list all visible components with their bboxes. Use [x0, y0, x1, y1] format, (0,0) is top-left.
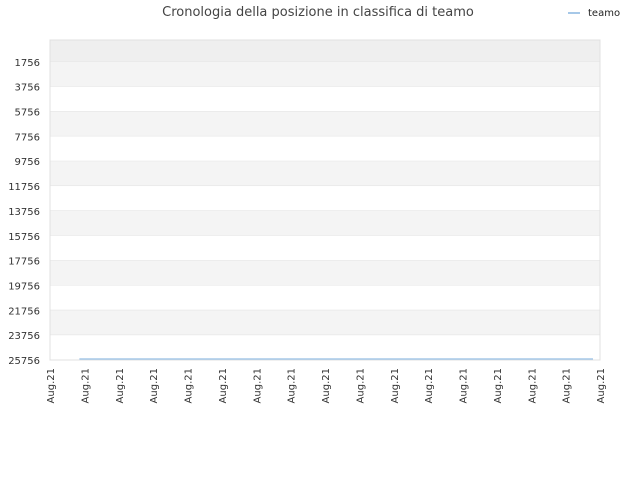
- x-tick-label: Aug.21: [527, 368, 538, 403]
- plot-band: [50, 61, 600, 87]
- x-tick-label: Aug.21: [355, 368, 366, 403]
- y-tick-label: 5756: [15, 108, 40, 119]
- y-tick-label: 23756: [8, 331, 40, 342]
- x-tick-label: Aug.21: [252, 368, 263, 403]
- y-tick-label: 15756: [8, 232, 40, 243]
- x-tick-label: Aug.21: [46, 368, 57, 403]
- plot-band: [50, 335, 600, 360]
- y-tick-label: 7756: [15, 132, 40, 143]
- x-tick-label: Aug.21: [596, 368, 607, 403]
- x-tick-label: Aug.21: [149, 368, 160, 403]
- y-axis: 1756 3756 5756 7756 9756 11756 13756 15756 17756…: [8, 58, 40, 367]
- x-tick-label: Aug.21: [390, 368, 401, 403]
- y-tick-label: 11756: [8, 182, 40, 193]
- x-tick-label: Aug.21: [184, 368, 195, 403]
- x-tick-label: Aug.21: [493, 368, 504, 403]
- plot-band: [50, 235, 600, 261]
- legend: teamo: [568, 8, 620, 19]
- x-tick-label: Aug.21: [321, 368, 332, 403]
- y-tick-label: 17756: [8, 257, 40, 268]
- plot-band: [50, 161, 600, 187]
- plot-band: [50, 260, 600, 286]
- y-tick-label: 25756: [8, 356, 40, 367]
- y-tick-label: 19756: [8, 281, 40, 292]
- x-tick-label: Aug.21: [459, 368, 470, 403]
- x-tick-label: Aug.21: [115, 368, 126, 403]
- legend-label-teamo: teamo: [588, 8, 620, 19]
- x-tick-label: Aug.21: [287, 368, 298, 403]
- y-tick-label: 3756: [15, 83, 40, 94]
- plot-band: [50, 111, 600, 137]
- y-tick-label: 21756: [8, 306, 40, 317]
- y-tick-label: 9756: [15, 157, 40, 168]
- x-tick-label: Aug.21: [424, 368, 435, 403]
- x-tick-label: Aug.21: [562, 368, 573, 403]
- chart-title: Cronologia della posizione in classifica…: [162, 5, 474, 20]
- x-axis: Aug.21 Aug.21 Aug.21 Aug.21 Aug.21 Aug.21 Aug.…: [46, 368, 607, 403]
- x-tick-label: Aug.21: [218, 368, 229, 403]
- plot-band: [50, 186, 600, 211]
- plot-band: [50, 86, 600, 112]
- plot-band: [50, 40, 600, 62]
- plot-band: [50, 136, 600, 162]
- plot-frame: [49, 39, 601, 361]
- plot-bands: [50, 40, 600, 361]
- y-tick-label: 13756: [8, 207, 40, 218]
- plot-band: [50, 210, 600, 236]
- plot-band: [50, 285, 600, 311]
- y-tick-label: 1756: [15, 58, 40, 69]
- plot-band: [50, 310, 600, 336]
- x-tick-label: Aug.21: [80, 368, 91, 403]
